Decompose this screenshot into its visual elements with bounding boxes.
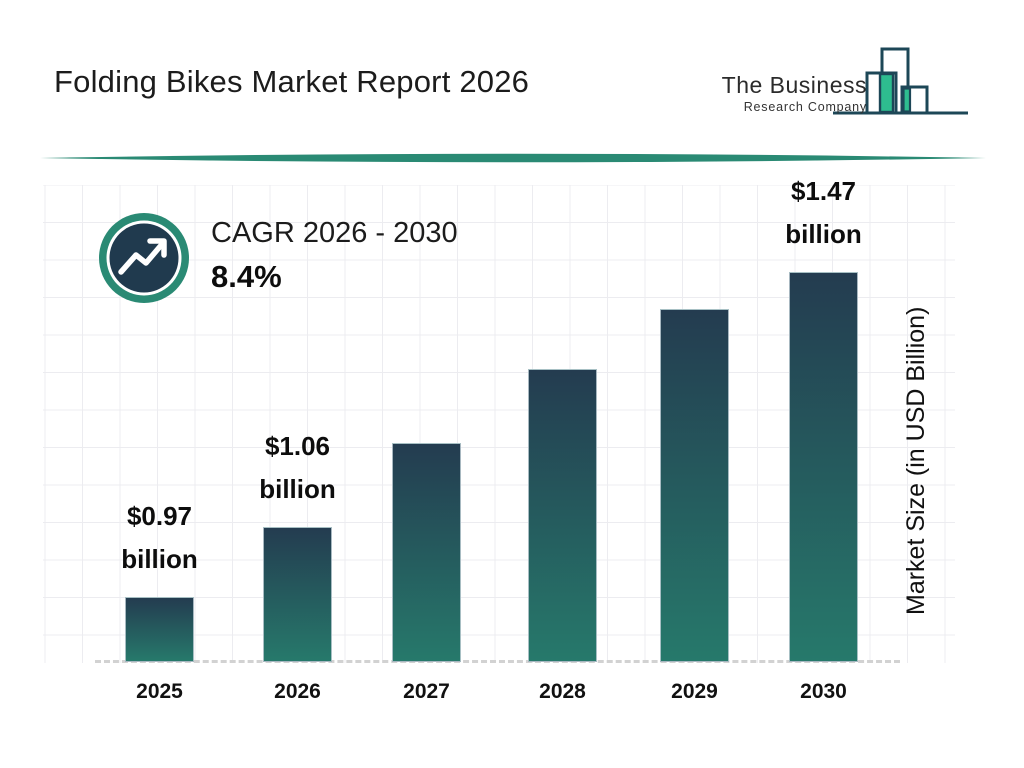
x-axis-baseline [95, 660, 900, 663]
cagr-label: CAGR 2026 - 2030 [211, 217, 458, 249]
x-tick-label-2027: 2027 [403, 680, 450, 703]
x-tick-label-2026: 2026 [274, 680, 321, 703]
value-label-2026: $1.06 billion [259, 431, 336, 504]
cagr-text: CAGR 2026 - 2030 8.4% [211, 217, 458, 295]
page-title: Folding Bikes Market Report 2026 [54, 64, 530, 99]
bar-2025 [125, 597, 194, 662]
bar-chart-logo-icon [833, 47, 968, 115]
bar-2026 [263, 527, 332, 662]
bar-2027 [392, 443, 461, 662]
brand-logo-text: The Business Research Company [722, 72, 867, 114]
x-tick-label-2028: 2028 [539, 680, 586, 703]
x-tick-label-2029: 2029 [671, 680, 718, 703]
trend-up-icon [118, 238, 167, 275]
brand-name: The Business [721, 72, 867, 98]
brand-subtitle: Research Company [743, 100, 867, 114]
brand-logo: The Business Research Company [722, 40, 968, 118]
bar-2028 [528, 369, 597, 662]
value-label-2030: $1.47 billion [785, 176, 862, 249]
cagr-badge [99, 213, 189, 303]
bar-2030 [789, 272, 858, 662]
y-axis-title: Market Size (in USD Billion) [902, 306, 930, 615]
bar-2029 [660, 309, 729, 662]
value-label-2025: $0.97 billion [121, 501, 198, 574]
cagr-value: 8.4% [211, 259, 282, 294]
x-tick-label-2030: 2030 [800, 680, 847, 703]
x-tick-label-2025: 2025 [136, 680, 183, 703]
divider-line [40, 153, 986, 163]
